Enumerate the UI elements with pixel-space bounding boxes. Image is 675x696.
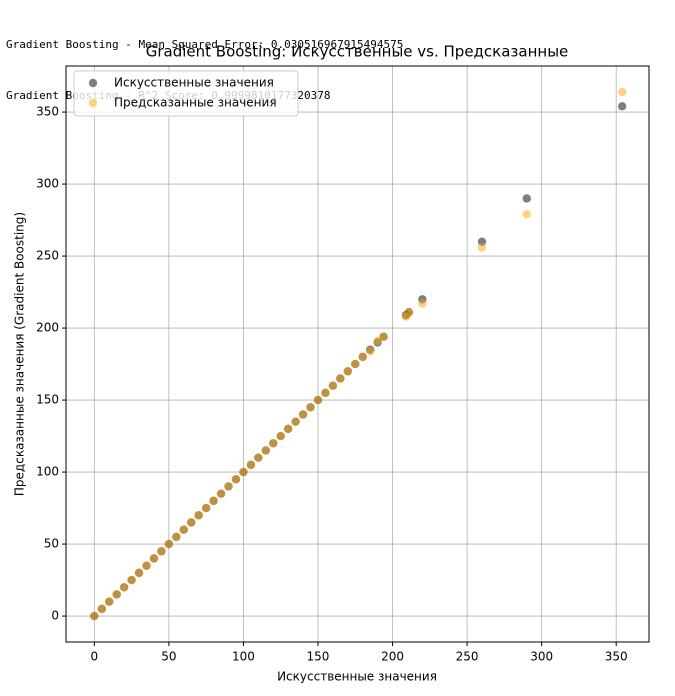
- point: [404, 308, 414, 317]
- point: [617, 102, 627, 111]
- legend-label: Искусственные значения: [114, 76, 274, 90]
- legend-box: [73, 70, 299, 117]
- y-tick-label: 200: [36, 321, 59, 335]
- point: [328, 381, 338, 390]
- point: [172, 532, 181, 542]
- x-tick-label: 350: [605, 650, 628, 664]
- y-tick-label: 300: [36, 177, 59, 191]
- point: [373, 336, 382, 346]
- y-axis-label: Предсказанные значения (Gradient Boostin…: [13, 212, 27, 496]
- point: [276, 431, 285, 441]
- point: [617, 87, 627, 97]
- point: [134, 568, 144, 578]
- point: [321, 388, 330, 398]
- point: [164, 539, 174, 549]
- point: [112, 590, 121, 599]
- point: [313, 395, 323, 405]
- y-tick-label: 250: [36, 249, 59, 263]
- x-tick-label: 50: [161, 650, 176, 664]
- point: [522, 194, 531, 203]
- x-axis-label: Искусственные значения: [277, 670, 437, 684]
- point: [379, 332, 388, 341]
- x-tick-label: 0: [91, 650, 99, 664]
- point: [179, 525, 188, 534]
- point: [194, 511, 203, 520]
- point: [187, 518, 196, 527]
- point: [298, 410, 308, 419]
- point: [418, 299, 427, 308]
- x-tick-label: 100: [232, 650, 255, 664]
- point: [365, 346, 375, 356]
- point: [209, 496, 218, 506]
- point: [269, 439, 278, 448]
- x-tick-label: 200: [381, 650, 404, 664]
- point: [216, 489, 226, 498]
- point: [246, 460, 256, 470]
- point: [231, 475, 241, 484]
- point: [283, 424, 293, 434]
- point: [477, 243, 487, 252]
- legend-label: Предсказанные значения: [114, 96, 277, 110]
- legend-marker: [88, 98, 98, 108]
- y-tick-label: 350: [36, 105, 59, 119]
- point: [522, 210, 531, 219]
- point: [261, 446, 271, 455]
- point: [351, 359, 360, 369]
- point: [336, 374, 345, 383]
- point: [90, 611, 99, 621]
- point: [254, 453, 263, 462]
- x-tick-label: 150: [307, 650, 330, 664]
- point: [477, 237, 487, 246]
- point: [97, 604, 106, 614]
- point: [343, 367, 353, 376]
- point: [239, 467, 248, 477]
- point: [142, 561, 151, 570]
- point: [224, 482, 233, 491]
- point: [157, 547, 166, 556]
- x-tick-label: 300: [530, 650, 553, 664]
- point: [306, 403, 315, 412]
- plot-frame: [65, 65, 650, 643]
- point: [105, 597, 114, 606]
- point: [149, 554, 159, 563]
- point: [119, 583, 129, 592]
- point: [291, 417, 300, 426]
- y-tick-label: 50: [44, 537, 59, 551]
- legend-marker: [88, 78, 98, 88]
- point: [127, 575, 136, 585]
- point: [358, 352, 367, 362]
- chart-title: Gradient Boosting: Искусственные vs. Пре…: [146, 43, 569, 61]
- y-tick-label: 0: [51, 609, 59, 623]
- x-tick-label: 250: [456, 650, 479, 664]
- point: [201, 503, 211, 513]
- y-tick-label: 100: [36, 465, 59, 479]
- console-line: Gradient Boosting - Mean Squared Error: …: [6, 38, 404, 51]
- y-tick-label: 150: [36, 393, 59, 407]
